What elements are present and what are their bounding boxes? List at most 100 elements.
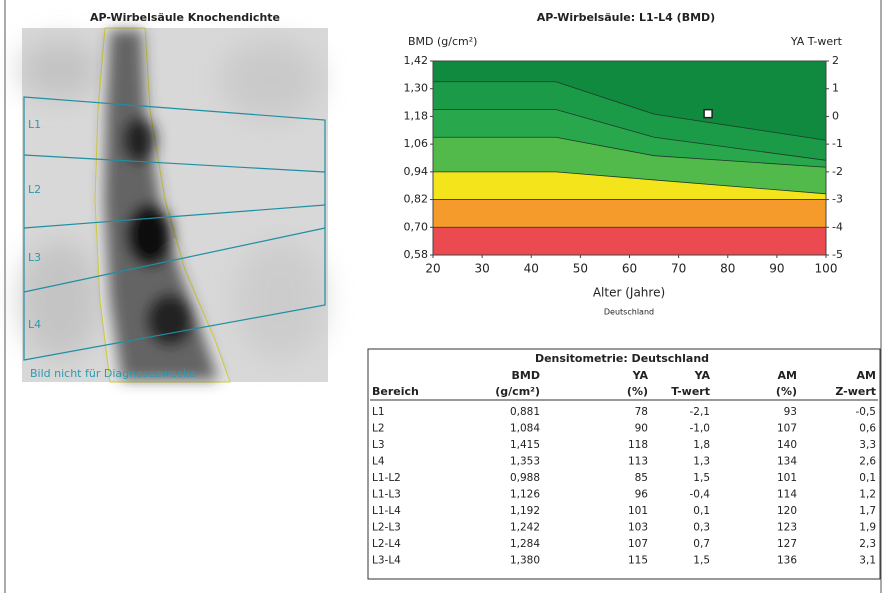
table-cell: 1,8 [693, 439, 710, 451]
table-cell: 101 [628, 505, 648, 517]
table-cell: L2-L3 [372, 522, 401, 534]
x-tick-label: 60 [622, 262, 637, 276]
y2-tick-label: 0 [832, 109, 839, 122]
table-cell: 1,126 [510, 489, 540, 501]
table-cell: L1-L3 [372, 489, 401, 501]
column-header: BMD [512, 369, 540, 382]
table-cell: 2,6 [859, 456, 876, 468]
table-title: Densitometrie: Deutschland [535, 352, 709, 365]
table-cell: 1,084 [510, 423, 540, 435]
table-cell: 134 [777, 456, 797, 468]
y2-tick-label: -4 [832, 220, 843, 233]
region-label: L4 [28, 318, 41, 331]
x-tick-label: 90 [769, 262, 784, 276]
x-axis-label: Alter (Jahre) [593, 286, 665, 300]
table-cell: 2,3 [859, 538, 876, 550]
table-cell: 120 [777, 505, 797, 517]
table-cell: L3-L4 [372, 555, 401, 567]
table-cell: -2,1 [690, 406, 711, 418]
table-cell: -0,4 [690, 489, 711, 501]
y2-tick-label: -2 [832, 165, 843, 178]
table-cell: 136 [777, 555, 797, 567]
table-cell: L2-L4 [372, 538, 401, 550]
table-cell: 93 [784, 406, 797, 418]
table-cell: 0,7 [693, 538, 710, 550]
table-cell: 1,353 [510, 456, 540, 468]
band-area [433, 200, 826, 228]
column-header: YA [694, 369, 711, 382]
image-caption: Bild nicht für Diagnosezwecke [30, 367, 196, 380]
y2-tick-label: -5 [832, 248, 843, 261]
region-label: L3 [28, 251, 41, 264]
y-tick-label: 0,70 [404, 220, 429, 233]
table-cell: 113 [628, 456, 648, 468]
table-cell: 0,988 [510, 472, 540, 484]
table-cell: 1,7 [859, 505, 876, 517]
table-cell: 3,1 [859, 555, 876, 567]
y-tick-label: 1,06 [404, 137, 429, 150]
column-header: (g/cm²) [495, 385, 540, 398]
table-cell: 0,6 [859, 423, 876, 435]
column-header: YA [632, 369, 649, 382]
table-cell: L4 [372, 456, 385, 468]
column-header: Z-wert [835, 385, 876, 398]
y2-tick-label: -3 [832, 193, 843, 206]
column-header: Bereich [372, 385, 419, 398]
table-cell: 103 [628, 522, 648, 534]
x-tick-label: 20 [425, 262, 440, 276]
column-header: (%) [627, 385, 648, 398]
table-cell: L2 [372, 423, 385, 435]
y-tick-label: 1,42 [404, 54, 429, 67]
patient-marker [704, 110, 712, 118]
y2-tick-label: -1 [832, 137, 843, 150]
column-header: T-wert [671, 385, 710, 398]
table-cell: 78 [635, 406, 648, 418]
x-tick-label: 30 [474, 262, 489, 276]
column-header: (%) [776, 385, 797, 398]
x-tick-label: 50 [573, 262, 588, 276]
table-cell: L1-L2 [372, 472, 401, 484]
table-cell: 0,1 [693, 505, 710, 517]
x-tick-label: 100 [815, 262, 838, 276]
table-cell: 107 [777, 423, 797, 435]
table-cell: 123 [777, 522, 797, 534]
table-cell: 90 [635, 423, 648, 435]
table-cell: 1,284 [510, 538, 540, 550]
y-tick-label: 1,18 [404, 109, 429, 122]
y-tick-label: 1,30 [404, 82, 429, 95]
table-cell: 85 [635, 472, 648, 484]
x-tick-label: 40 [524, 262, 539, 276]
table-cell: 1,380 [510, 555, 540, 567]
table-cell: 1,2 [859, 489, 876, 501]
y-tick-label: 0,82 [404, 193, 429, 206]
chart-title: AP-Wirbelsäule: L1-L4 (BMD) [537, 11, 715, 24]
region-label: L1 [28, 118, 41, 131]
chart-subtitle: Deutschland [604, 308, 654, 317]
table-cell: 1,242 [510, 522, 540, 534]
table-cell: 96 [635, 489, 649, 501]
y-axis-label: BMD (g/cm²) [408, 35, 477, 48]
table-cell: L1-L4 [372, 505, 401, 517]
table-cell: -0,5 [856, 406, 877, 418]
image-title: AP-Wirbelsäule Knochendichte [90, 11, 280, 24]
table-cell: 1,9 [859, 522, 876, 534]
table-cell: 107 [628, 538, 648, 550]
table-cell: L1 [372, 406, 385, 418]
table-cell: 0,1 [859, 472, 876, 484]
y-tick-label: 0,58 [404, 248, 429, 261]
table-cell: L3 [372, 439, 385, 451]
x-tick-label: 80 [720, 262, 735, 276]
table-cell: 1,192 [510, 505, 540, 517]
spine-image [20, 28, 328, 382]
table-cell: 3,3 [859, 439, 876, 451]
table-cell: 0,881 [510, 406, 540, 418]
table-cell: 114 [777, 489, 797, 501]
table-cell: 101 [777, 472, 797, 484]
table-frame [368, 349, 880, 579]
table-cell: 1,3 [693, 456, 710, 468]
y2-tick-label: 1 [832, 82, 839, 95]
y2-tick-label: 2 [832, 54, 839, 67]
table-cell: 127 [777, 538, 797, 550]
x-tick-label: 70 [671, 262, 686, 276]
column-header: AM [778, 369, 797, 382]
